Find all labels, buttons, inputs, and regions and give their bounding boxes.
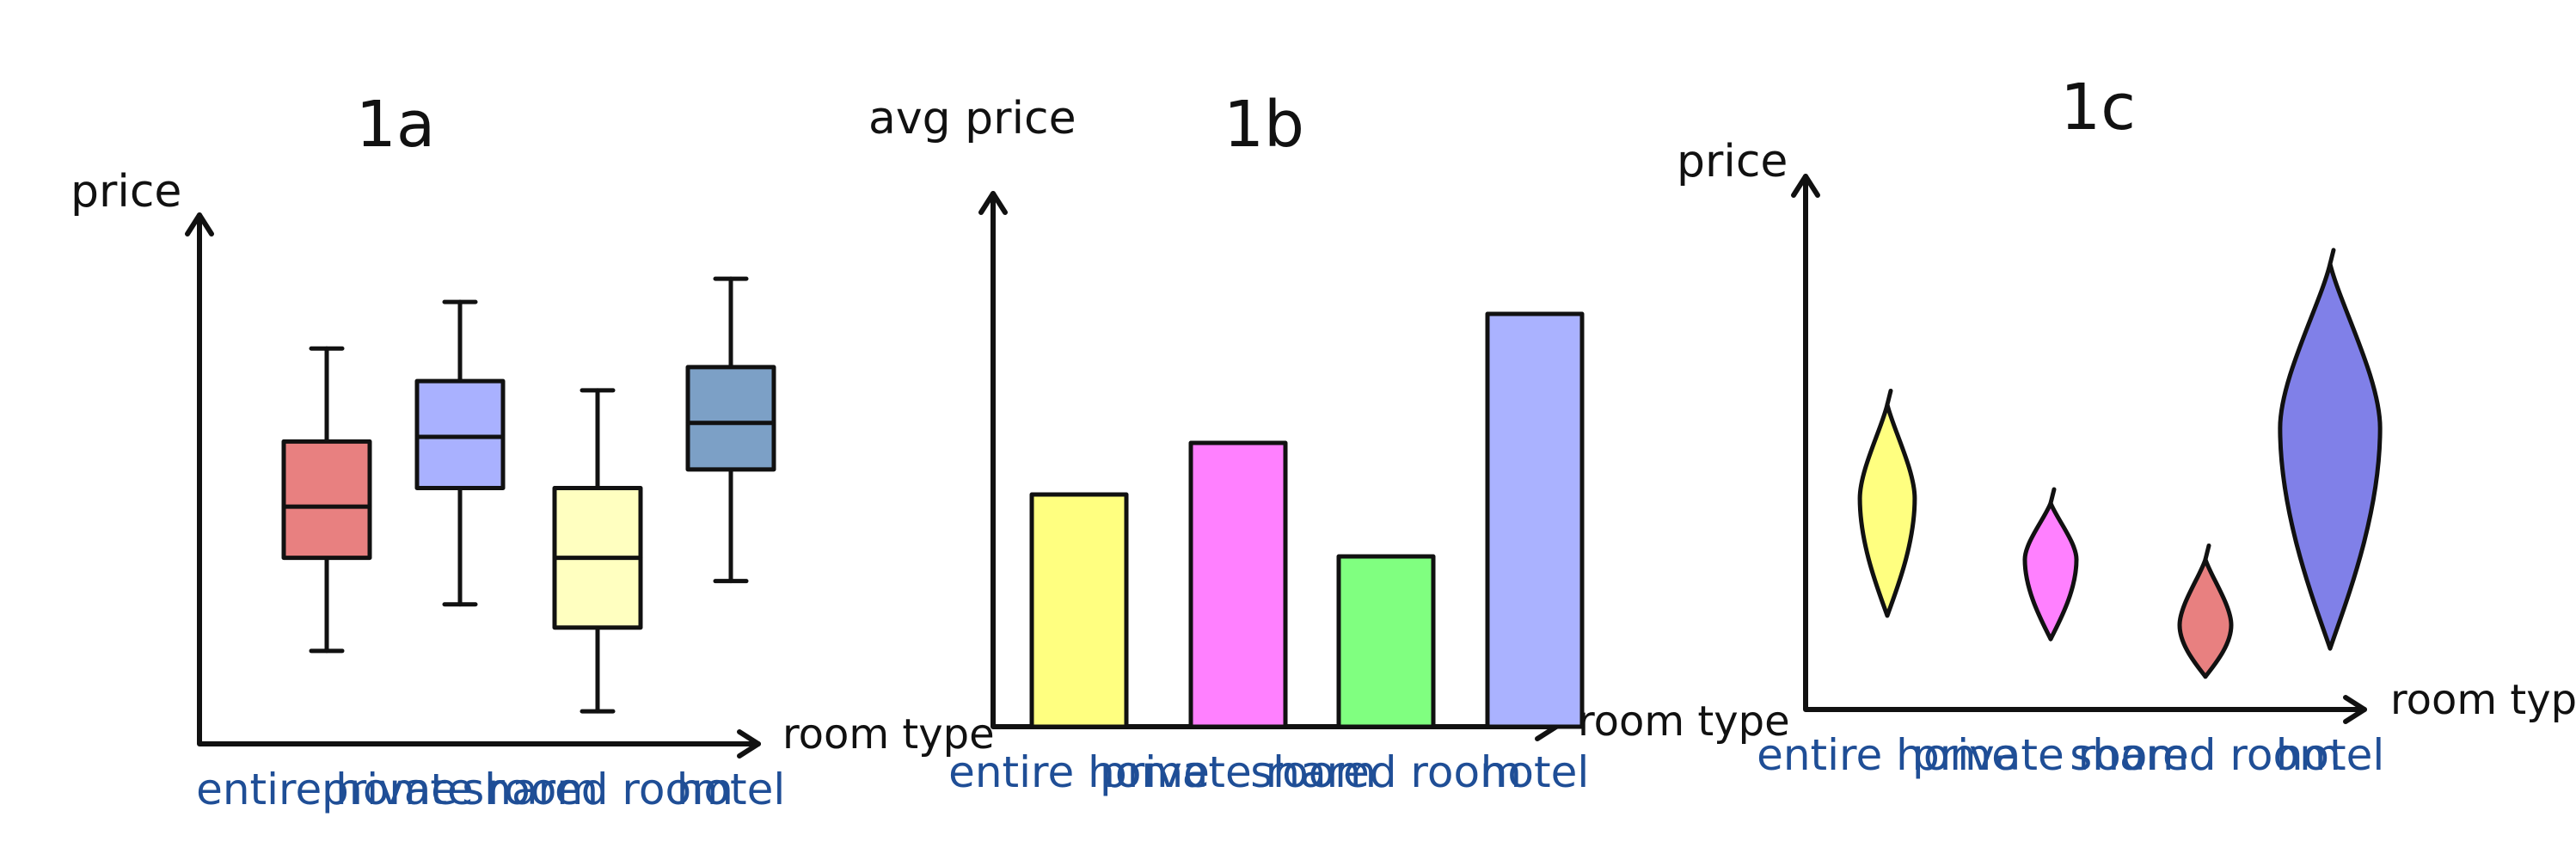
category-label: entire home bbox=[948, 747, 1210, 797]
x-axis-label: room type bbox=[2390, 676, 2576, 724]
category-label: private room bbox=[1100, 747, 1377, 797]
x-axis-label: room type bbox=[1578, 697, 1790, 746]
category-label: entire home bbox=[196, 765, 457, 814]
violin-tip bbox=[2328, 248, 2336, 267]
bar bbox=[1485, 311, 1585, 729]
bar bbox=[1336, 554, 1436, 729]
violin bbox=[1857, 402, 1917, 618]
category-label: entire home bbox=[1757, 730, 2018, 780]
box bbox=[281, 439, 372, 561]
bar bbox=[1029, 492, 1129, 729]
box bbox=[685, 365, 776, 472]
category-label: hotel bbox=[2276, 730, 2385, 780]
x-axis-label: room type bbox=[782, 710, 995, 759]
category-label: private room bbox=[1912, 730, 2189, 780]
violin bbox=[2278, 261, 2383, 651]
y-axis-arrow bbox=[978, 191, 1008, 215]
category-label: hotel bbox=[677, 765, 786, 814]
category-label: private room bbox=[322, 765, 598, 814]
x-axis-arrow bbox=[2343, 695, 2367, 724]
violin bbox=[2022, 501, 2079, 642]
y-axis-label: price bbox=[1677, 136, 1788, 187]
y-axis-arrow bbox=[185, 212, 214, 236]
violin-tip bbox=[2048, 487, 2057, 506]
category-label: hotel bbox=[1481, 747, 1590, 797]
category-label: shared room bbox=[462, 765, 733, 814]
chart-title: 1c bbox=[2060, 71, 2136, 144]
violin-tip bbox=[1885, 388, 1893, 407]
y-axis-label: price bbox=[71, 166, 181, 218]
y-axis-label: avg price bbox=[868, 93, 1076, 144]
bar bbox=[1188, 440, 1288, 729]
chart-title: 1b bbox=[1224, 88, 1304, 162]
x-axis-arrow bbox=[737, 729, 761, 759]
violin bbox=[2177, 556, 2234, 679]
chart-title: 1a bbox=[356, 88, 435, 162]
box bbox=[414, 378, 506, 490]
y-axis-arrow bbox=[1791, 174, 1820, 198]
violin-tip bbox=[2203, 543, 2211, 562]
axis-lines bbox=[1803, 174, 2367, 712]
category-label: shared room bbox=[2070, 730, 2341, 780]
axis-lines bbox=[197, 212, 761, 746]
category-label: shared room bbox=[1250, 747, 1522, 797]
